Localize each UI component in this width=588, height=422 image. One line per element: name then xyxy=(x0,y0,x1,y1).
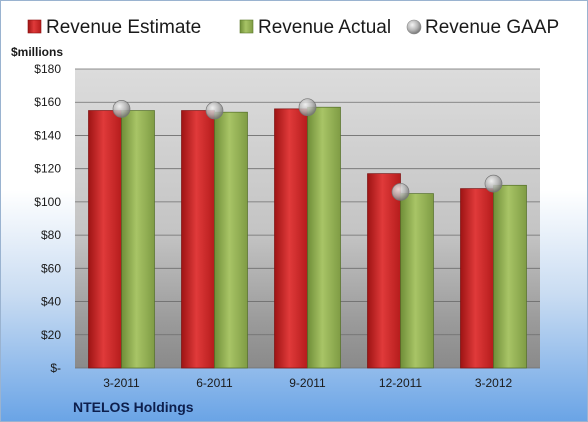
bar-revenue-estimate xyxy=(88,110,122,369)
y-tick-label: $60 xyxy=(41,261,61,275)
bar-revenue-estimate xyxy=(274,108,308,369)
bar-revenue-estimate xyxy=(367,173,401,369)
legend-swatch-estimate xyxy=(27,19,42,34)
x-tick-label: 3-2011 xyxy=(103,376,140,390)
marker-revenue-gaap xyxy=(298,98,317,117)
bar-revenue-estimate xyxy=(181,110,215,369)
company-name: NTELOS Holdings xyxy=(73,399,194,415)
bars xyxy=(88,106,527,369)
bar-revenue-actual xyxy=(493,184,527,369)
gaap-markers xyxy=(112,98,503,201)
x-tick-label: 3-2012 xyxy=(475,376,513,390)
bar-revenue-actual xyxy=(214,111,248,369)
marker-revenue-gaap xyxy=(205,101,224,120)
y-tick-label: $80 xyxy=(41,228,61,242)
bar-revenue-actual xyxy=(307,106,341,369)
legend-marker-gaap xyxy=(406,19,422,35)
x-axis-ticks: 3-2011 6-2011 9-2011 12-2011 3-2012 xyxy=(103,376,512,390)
y-axis-ticks: $- $20 $40 $60 $80 $100 $120 $140 $160 $180 xyxy=(34,62,61,375)
y-tick-label: $180 xyxy=(34,62,61,76)
legend-label-estimate: Revenue Estimate xyxy=(46,17,201,38)
marker-revenue-gaap xyxy=(484,174,503,193)
marker-revenue-gaap xyxy=(391,183,410,201)
y-tick-label: $20 xyxy=(41,328,61,342)
x-tick-label: 12-2011 xyxy=(379,376,422,390)
legend-label-gaap: Revenue GAAP xyxy=(425,17,559,38)
y-axis-unit-label: $millions xyxy=(11,45,63,59)
y-tick-label: $140 xyxy=(34,128,61,142)
y-tick-label: $100 xyxy=(34,195,61,209)
bar-revenue-actual xyxy=(121,110,155,369)
legend-swatch-actual xyxy=(239,19,254,34)
y-tick-label: $40 xyxy=(41,295,61,309)
y-tick-label: $120 xyxy=(34,162,61,176)
y-tick-label: $- xyxy=(50,361,61,375)
legend: Revenue Estimate Revenue Actual Revenue … xyxy=(27,17,559,38)
bar-revenue-estimate xyxy=(460,188,494,369)
x-tick-label: 6-2011 xyxy=(196,376,233,390)
marker-revenue-gaap xyxy=(112,100,131,118)
bar-revenue-actual xyxy=(400,193,434,369)
y-tick-label: $160 xyxy=(34,95,61,109)
legend-label-actual: Revenue Actual xyxy=(258,17,391,38)
x-tick-label: 9-2011 xyxy=(289,376,326,390)
